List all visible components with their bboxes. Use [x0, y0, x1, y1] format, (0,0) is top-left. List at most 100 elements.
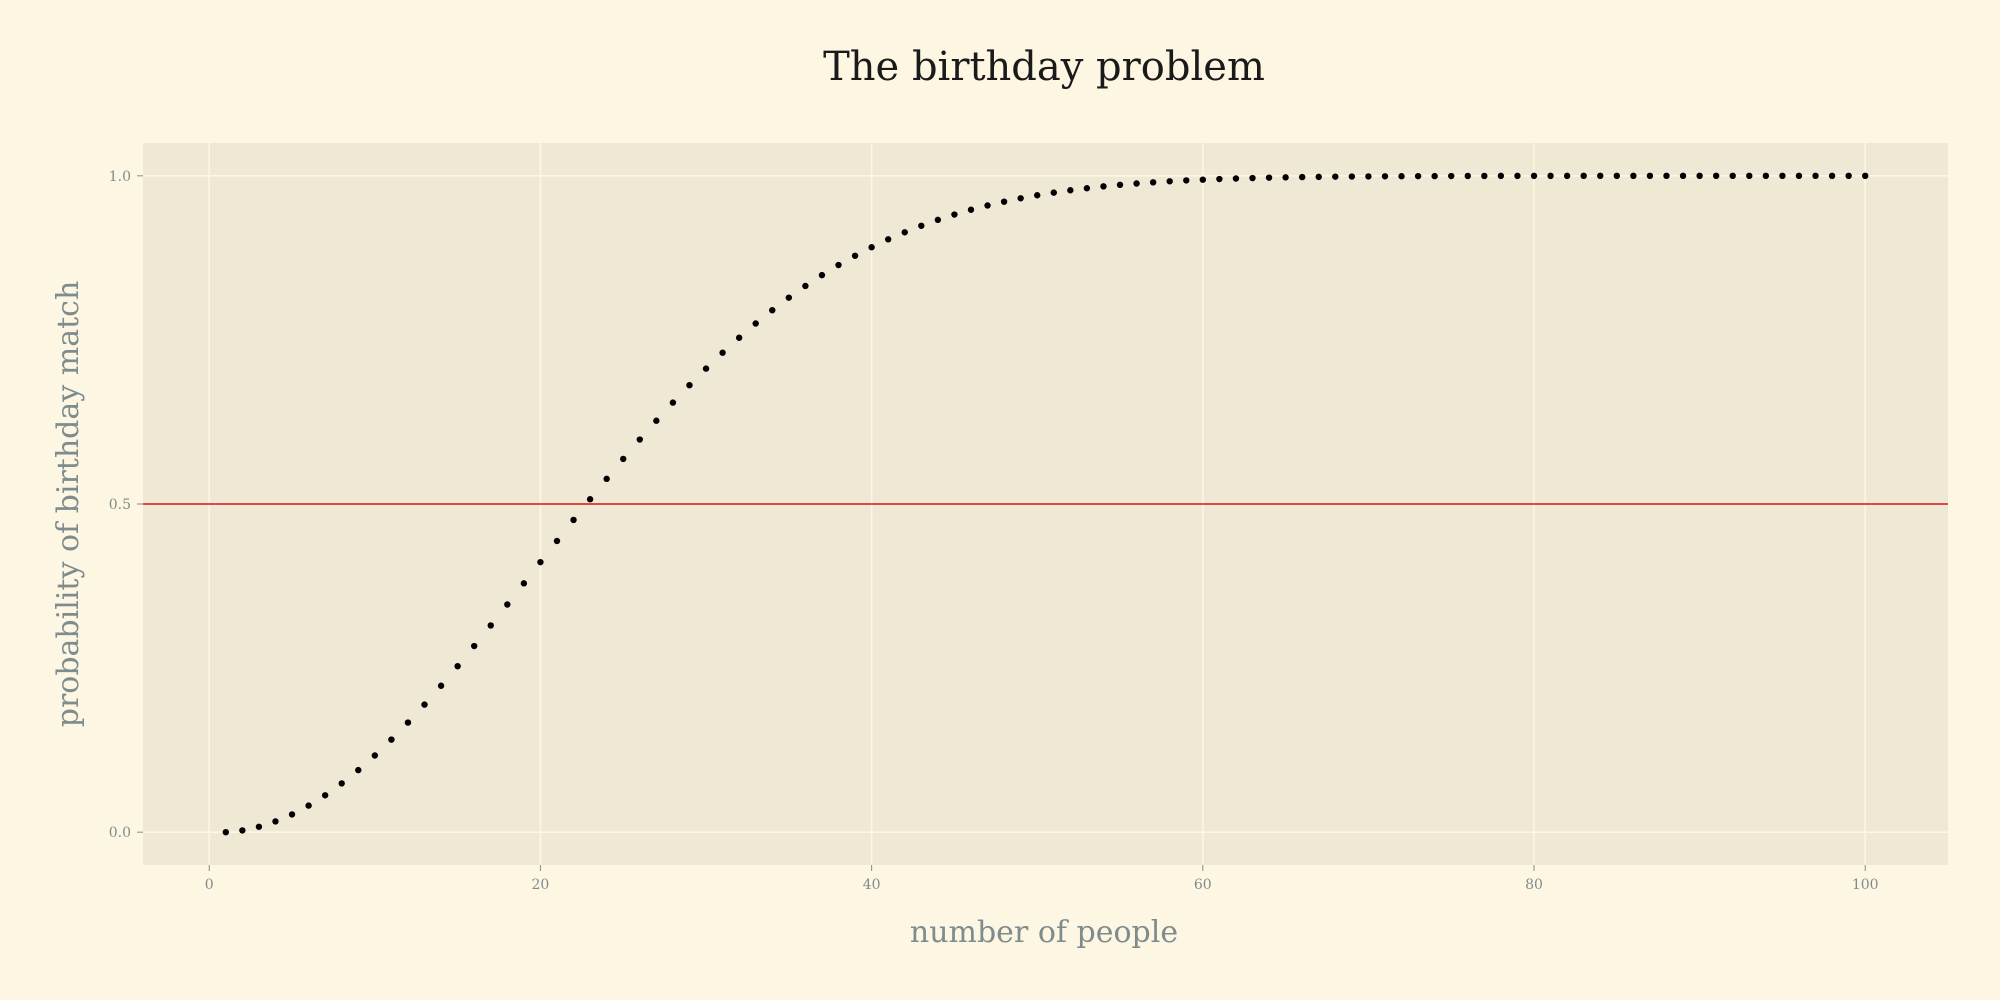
data-point-19 [520, 580, 528, 587]
data-point-96 [1795, 172, 1803, 180]
axis-ticks: 0 20 40 60 80 100 0.0 0.5 1.0 [109, 169, 1879, 893]
data-point-41 [884, 236, 892, 243]
data-point-64 [1265, 174, 1273, 181]
data-point-90 [1696, 172, 1703, 180]
data-point-33 [752, 320, 759, 327]
data-point-23 [586, 496, 594, 503]
data-point-77 [1481, 172, 1488, 180]
data-point-43 [918, 222, 925, 229]
x-axis-label: number of people [910, 915, 1178, 950]
data-point-62 [1232, 175, 1240, 182]
data-point-49 [1017, 195, 1024, 202]
data-point-17 [487, 622, 494, 629]
y-tick-label-2: 1.0 [109, 169, 131, 185]
data-point-98 [1828, 172, 1836, 180]
data-point-3 [255, 823, 263, 830]
data-point-24 [603, 475, 610, 483]
data-point-6 [305, 802, 312, 809]
data-point-37 [818, 271, 826, 279]
data-point-53 [1083, 185, 1091, 192]
data-point-32 [735, 334, 743, 341]
x-tick-label-2: 40 [863, 877, 881, 893]
data-point-78 [1497, 172, 1505, 180]
data-point-71 [1381, 173, 1389, 180]
data-point-80 [1530, 172, 1538, 180]
data-point-31 [719, 349, 726, 356]
data-point-59 [1183, 177, 1190, 184]
data-point-93 [1746, 172, 1753, 180]
data-point-63 [1249, 174, 1256, 182]
data-point-97 [1812, 172, 1819, 180]
data-point-70 [1365, 173, 1372, 180]
data-point-67 [1315, 173, 1322, 181]
data-point-7 [321, 792, 329, 799]
data-point-25 [620, 455, 627, 463]
data-point-91 [1712, 172, 1720, 180]
data-point-8 [338, 780, 345, 787]
data-point-85 [1613, 172, 1621, 180]
y-tick-label-1: 0.5 [109, 497, 131, 513]
data-point-88 [1663, 172, 1670, 180]
data-point-87 [1646, 172, 1654, 180]
data-point-72 [1398, 173, 1405, 180]
data-point-16 [470, 642, 478, 650]
data-point-46 [967, 206, 975, 213]
data-point-68 [1332, 173, 1339, 180]
data-point-10 [371, 752, 379, 759]
data-point-69 [1348, 173, 1356, 180]
data-point-5 [288, 811, 296, 818]
y-axis-label: probability of birthday match [51, 281, 86, 728]
data-point-89 [1679, 172, 1687, 180]
data-point-66 [1298, 173, 1306, 181]
data-point-50 [1034, 192, 1041, 199]
data-point-95 [1779, 172, 1786, 180]
data-point-58 [1166, 178, 1173, 185]
data-point-29 [686, 381, 693, 389]
data-point-45 [951, 211, 958, 218]
data-point-56 [1133, 180, 1140, 187]
data-point-76 [1464, 172, 1471, 180]
data-point-4 [272, 818, 279, 825]
data-point-82 [1563, 172, 1571, 180]
data-point-99 [1845, 172, 1852, 180]
data-point-9 [355, 766, 362, 774]
data-point-74 [1431, 172, 1438, 180]
data-point-2 [239, 827, 246, 834]
data-point-55 [1116, 181, 1124, 189]
data-point-11 [388, 736, 395, 743]
x-tick-label-0: 0 [205, 877, 214, 893]
data-point-30 [702, 365, 710, 372]
data-point-21 [553, 537, 561, 545]
data-point-22 [570, 516, 577, 524]
data-point-38 [835, 261, 842, 269]
data-point-47 [984, 202, 991, 209]
data-point-79 [1514, 172, 1521, 180]
data-point-42 [901, 229, 908, 236]
x-tick-label-1: 20 [532, 877, 550, 893]
data-point-57 [1149, 179, 1157, 186]
data-point-18 [504, 601, 511, 608]
data-point-1 [222, 828, 229, 836]
data-point-86 [1630, 172, 1637, 180]
data-point-39 [851, 252, 859, 259]
data-point-73 [1414, 172, 1422, 180]
data-point-75 [1448, 172, 1455, 180]
y-tick-label-0: 0.0 [109, 825, 131, 841]
data-point-83 [1580, 172, 1587, 180]
chart-title: The birthday problem [823, 44, 1265, 90]
data-point-13 [421, 701, 428, 708]
data-point-81 [1547, 172, 1554, 180]
data-point-36 [802, 282, 809, 290]
data-point-65 [1282, 174, 1289, 181]
data-point-60 [1199, 176, 1207, 183]
data-points [222, 172, 1869, 836]
x-tick-label-4: 80 [1525, 877, 1543, 893]
data-point-44 [934, 216, 942, 224]
data-point-15 [454, 662, 461, 670]
data-point-12 [404, 719, 412, 726]
data-point-34 [769, 306, 776, 314]
data-point-27 [653, 417, 660, 424]
data-point-48 [1000, 198, 1008, 205]
